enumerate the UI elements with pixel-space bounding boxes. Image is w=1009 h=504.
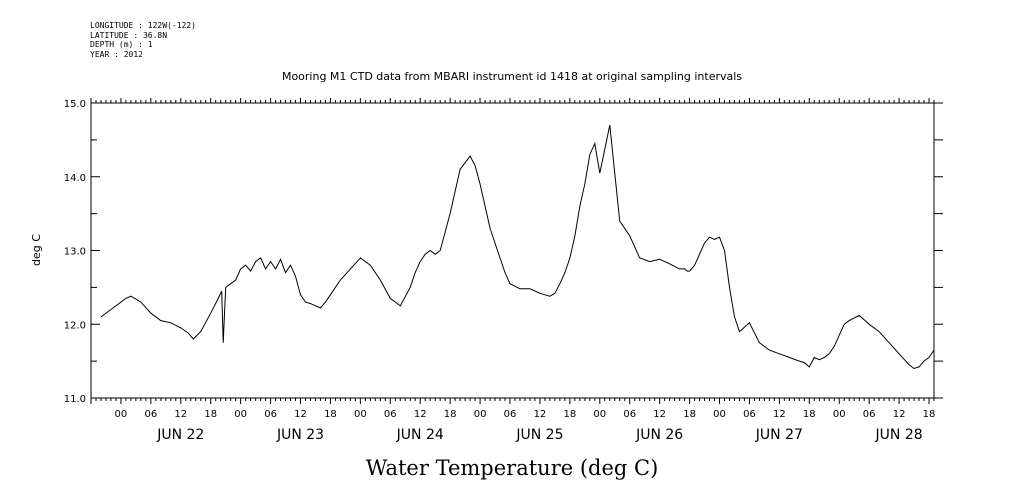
x-hour-tick-label: 18 [803,409,816,420]
x-hour-tick-label: 12 [294,409,307,420]
x-hour-tick-label: 18 [923,409,936,420]
x-hour-tick-label: 06 [623,409,636,420]
x-hour-tick-label: 00 [593,409,606,420]
y-tick-label: 14.0 [64,173,86,184]
water-temperature-line [100,124,935,370]
y-axis: 11.0 12.0 13.0 14.0 15.0 [64,99,943,405]
x-hour-tick-label: 06 [384,409,397,420]
x-hour-tick-label: 00 [833,409,846,420]
latitude-text: LATITUDE : 36.8N [90,30,168,40]
x-hour-tick-label: 06 [144,409,157,420]
x-day-label: JUN 28 [875,427,923,443]
x-hour-tick-label: 00 [713,409,726,420]
x-hour-tick-label: 12 [414,409,427,420]
x-day-label: JUN 23 [276,427,324,443]
x-hour-tick-label: 12 [534,409,547,420]
x-hour-tick-label: 00 [354,409,367,420]
y-tick-label: 11.0 [64,394,86,405]
x-hour-tick-label: 12 [893,409,906,420]
x-hour-tick-label: 18 [563,409,576,420]
x-hour-tick-label: 06 [264,409,277,420]
x-hour-tick-label: 18 [204,409,217,420]
depth-text: DEPTH (m) : 1 [90,40,153,49]
x-hour-tick-label: 18 [444,409,457,420]
longitude-text: LONGITUDE : 122W(-122) [90,21,196,30]
x-hour-tick-label: 06 [504,409,517,420]
plot-frame [90,102,935,399]
x-day-label: JUN 22 [156,427,204,443]
x-hour-tick-label: 00 [234,409,247,420]
x-hour-tick-label: 12 [174,409,187,420]
x-hour-tick-label: 00 [115,409,128,420]
x-hour-tick-label: 12 [773,409,786,420]
x-day-label: JUN 25 [515,427,563,443]
x-day-label: JUN 27 [755,427,803,443]
chart-title: Mooring M1 CTD data from MBARI instrumen… [282,70,742,83]
x-day-label: JUN 26 [635,427,683,443]
y-tick-label: 13.0 [64,247,86,258]
x-axis: 00 06 12 18 00 06 12 18 00 06 12 18 00 06 12 18 00 06 12 18… [90,98,936,443]
x-hour-tick-label: 00 [474,409,487,420]
x-hour-tick-label: 12 [653,409,666,420]
y-tick-label: 15.0 [64,99,86,110]
metadata-block: LONGITUDE : 122W(-122) LATITUDE : 36.8N … [90,21,196,59]
year-text: YEAR : 2012 [90,49,143,59]
x-day-label: JUN 24 [396,427,444,443]
x-hour-tick-label: 18 [683,409,696,420]
x-axis-label: Water Temperature (deg C) [366,456,659,480]
x-hour-tick-label: 06 [743,409,756,420]
y-tick-label: 12.0 [64,320,86,331]
y-axis-label: deg C [30,234,43,266]
x-hour-tick-label: 18 [324,409,337,420]
x-hour-tick-label: 06 [863,409,876,420]
